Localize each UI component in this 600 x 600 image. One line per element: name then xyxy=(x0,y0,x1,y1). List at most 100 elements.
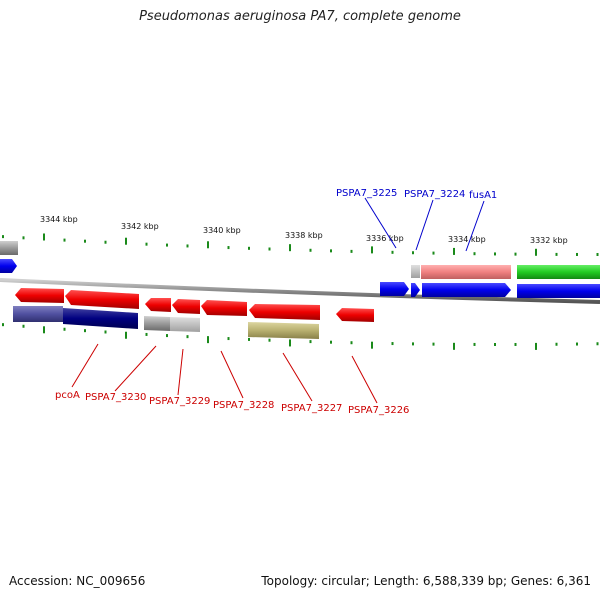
upper-tick xyxy=(186,244,189,248)
label-PSPA7_3224[interactable]: PSPA7_3224 xyxy=(404,189,465,200)
cog-block-olive[interactable] xyxy=(248,322,319,339)
lower-tick xyxy=(371,341,373,349)
lower-tick xyxy=(555,342,558,346)
lower-tick xyxy=(514,342,517,346)
label-PSPA7_3226[interactable]: PSPA7_3226 xyxy=(348,405,409,416)
cog-block-gray-small[interactable] xyxy=(411,265,420,278)
cog-block-gray-left[interactable] xyxy=(0,241,18,255)
label-PSPA7_3230[interactable]: PSPA7_3230 xyxy=(85,392,146,403)
lower-tick xyxy=(207,336,209,344)
lower-tick xyxy=(84,329,86,333)
topology-label: Topology: circular; Length: 6,588,339 bp… xyxy=(261,574,591,588)
upper-tick xyxy=(309,248,312,252)
lower-tick xyxy=(309,340,312,344)
gene-PSPA7_3228[interactable] xyxy=(201,300,247,316)
gene-PSPA7_3224[interactable] xyxy=(411,283,420,297)
upper-tick xyxy=(2,235,4,239)
leader-PSPA7_3225 xyxy=(364,197,397,249)
label-pcoA[interactable]: pcoA xyxy=(55,390,80,401)
scale-labels: 3344 kbp 3342 kbp 3340 kbp 3338 kbp 3336… xyxy=(40,215,568,245)
lower-tick xyxy=(248,337,250,341)
upper-tick xyxy=(330,249,332,253)
reverse-genes xyxy=(15,288,374,322)
lower-tick xyxy=(268,338,271,342)
upper-tick xyxy=(412,251,414,255)
leader-PSPA7_3226 xyxy=(351,355,378,404)
scale-label-3344: 3344 kbp xyxy=(40,215,78,224)
upper-tick xyxy=(43,233,45,241)
upper-tick xyxy=(22,236,25,240)
lower-tick xyxy=(494,342,496,346)
lower-tick xyxy=(596,342,599,346)
label-PSPA7_3229[interactable]: PSPA7_3229 xyxy=(149,396,210,407)
upper-tick xyxy=(166,243,168,247)
upper-tick xyxy=(125,237,127,245)
upper-tick xyxy=(596,252,599,256)
gene-PSPA7_3226[interactable] xyxy=(336,308,374,322)
gene-PSPA7_3230[interactable] xyxy=(65,290,139,309)
top-gene-labels: PSPA7_3225 PSPA7_3224 fusA1 xyxy=(336,188,497,201)
lower-tick xyxy=(350,341,353,345)
cog-block-dark-gray[interactable] xyxy=(144,316,170,331)
lower-tick xyxy=(186,335,189,339)
upper-tick xyxy=(555,252,558,256)
lower-tick xyxy=(412,342,414,346)
upper-tick xyxy=(248,246,250,250)
cog-block-green[interactable] xyxy=(517,265,600,279)
lower-tick xyxy=(289,339,291,347)
gene-forward-left-edge[interactable] xyxy=(0,259,17,273)
gene-PSPA7_3229[interactable] xyxy=(145,298,171,312)
upper-tick xyxy=(63,238,66,242)
cog-block-light-gray[interactable] xyxy=(170,317,200,332)
bottom-gene-labels: pcoA PSPA7_3230 PSPA7_3229 PSPA7_3228 PS… xyxy=(55,390,409,416)
leader-PSPA7_3228 xyxy=(220,350,244,399)
upper-tick xyxy=(391,250,394,254)
lower-tick xyxy=(432,342,435,346)
bottom-label-leaders xyxy=(71,343,378,404)
gene-forward-right-edge[interactable] xyxy=(517,284,600,298)
gene-pcoA[interactable] xyxy=(15,288,64,303)
gene-fusA1[interactable] xyxy=(422,283,511,297)
label-PSPA7_3227[interactable]: PSPA7_3227 xyxy=(281,403,342,414)
cog-block-lavender[interactable] xyxy=(13,306,63,322)
lower-tick xyxy=(535,342,537,350)
accession-label: Accession: NC_009656 xyxy=(9,574,146,588)
leader-pcoA xyxy=(71,343,99,388)
lower-tick xyxy=(227,337,230,341)
scale-label-3338: 3338 kbp xyxy=(285,231,323,240)
label-PSPA7_3225[interactable]: PSPA7_3225 xyxy=(336,188,397,199)
scale-label-3334: 3334 kbp xyxy=(448,235,486,244)
upper-tick xyxy=(514,252,517,256)
cog-block-navy[interactable] xyxy=(63,308,138,329)
leader-PSPA7_3227 xyxy=(282,352,313,402)
upper-tick-row xyxy=(2,233,599,256)
scale-label-3342: 3342 kbp xyxy=(121,222,159,231)
map-title: Pseudomonas aeruginosa PA7, complete gen… xyxy=(139,9,461,24)
upper-tick xyxy=(432,251,435,255)
scale-label-3332: 3332 kbp xyxy=(530,236,568,245)
lower-tick xyxy=(330,340,332,344)
gene-PSPA7_3227[interactable] xyxy=(249,304,320,320)
upper-tick xyxy=(453,247,455,255)
gene-PSPA7_3229b[interactable] xyxy=(172,299,200,314)
cog-track-top xyxy=(0,241,600,279)
lower-tick xyxy=(104,330,107,334)
lower-tick xyxy=(22,324,25,328)
scale-label-3340: 3340 kbp xyxy=(203,226,241,235)
top-label-leaders xyxy=(364,197,485,252)
cog-track-bottom xyxy=(13,306,319,339)
upper-tick xyxy=(84,239,86,243)
scale-label-3336: 3336 kbp xyxy=(366,234,404,243)
label-fusA1[interactable]: fusA1 xyxy=(469,190,497,201)
upper-tick xyxy=(268,247,271,251)
upper-tick xyxy=(494,252,496,256)
upper-tick xyxy=(350,249,353,253)
lower-tick xyxy=(43,326,45,334)
gene-PSPA7_3225[interactable] xyxy=(380,282,409,296)
leader-fusA1 xyxy=(465,200,485,252)
cog-block-pink[interactable] xyxy=(421,265,511,279)
label-PSPA7_3228[interactable]: PSPA7_3228 xyxy=(213,400,274,411)
forward-genes xyxy=(0,259,600,298)
leader-PSPA7_3230 xyxy=(114,345,157,392)
